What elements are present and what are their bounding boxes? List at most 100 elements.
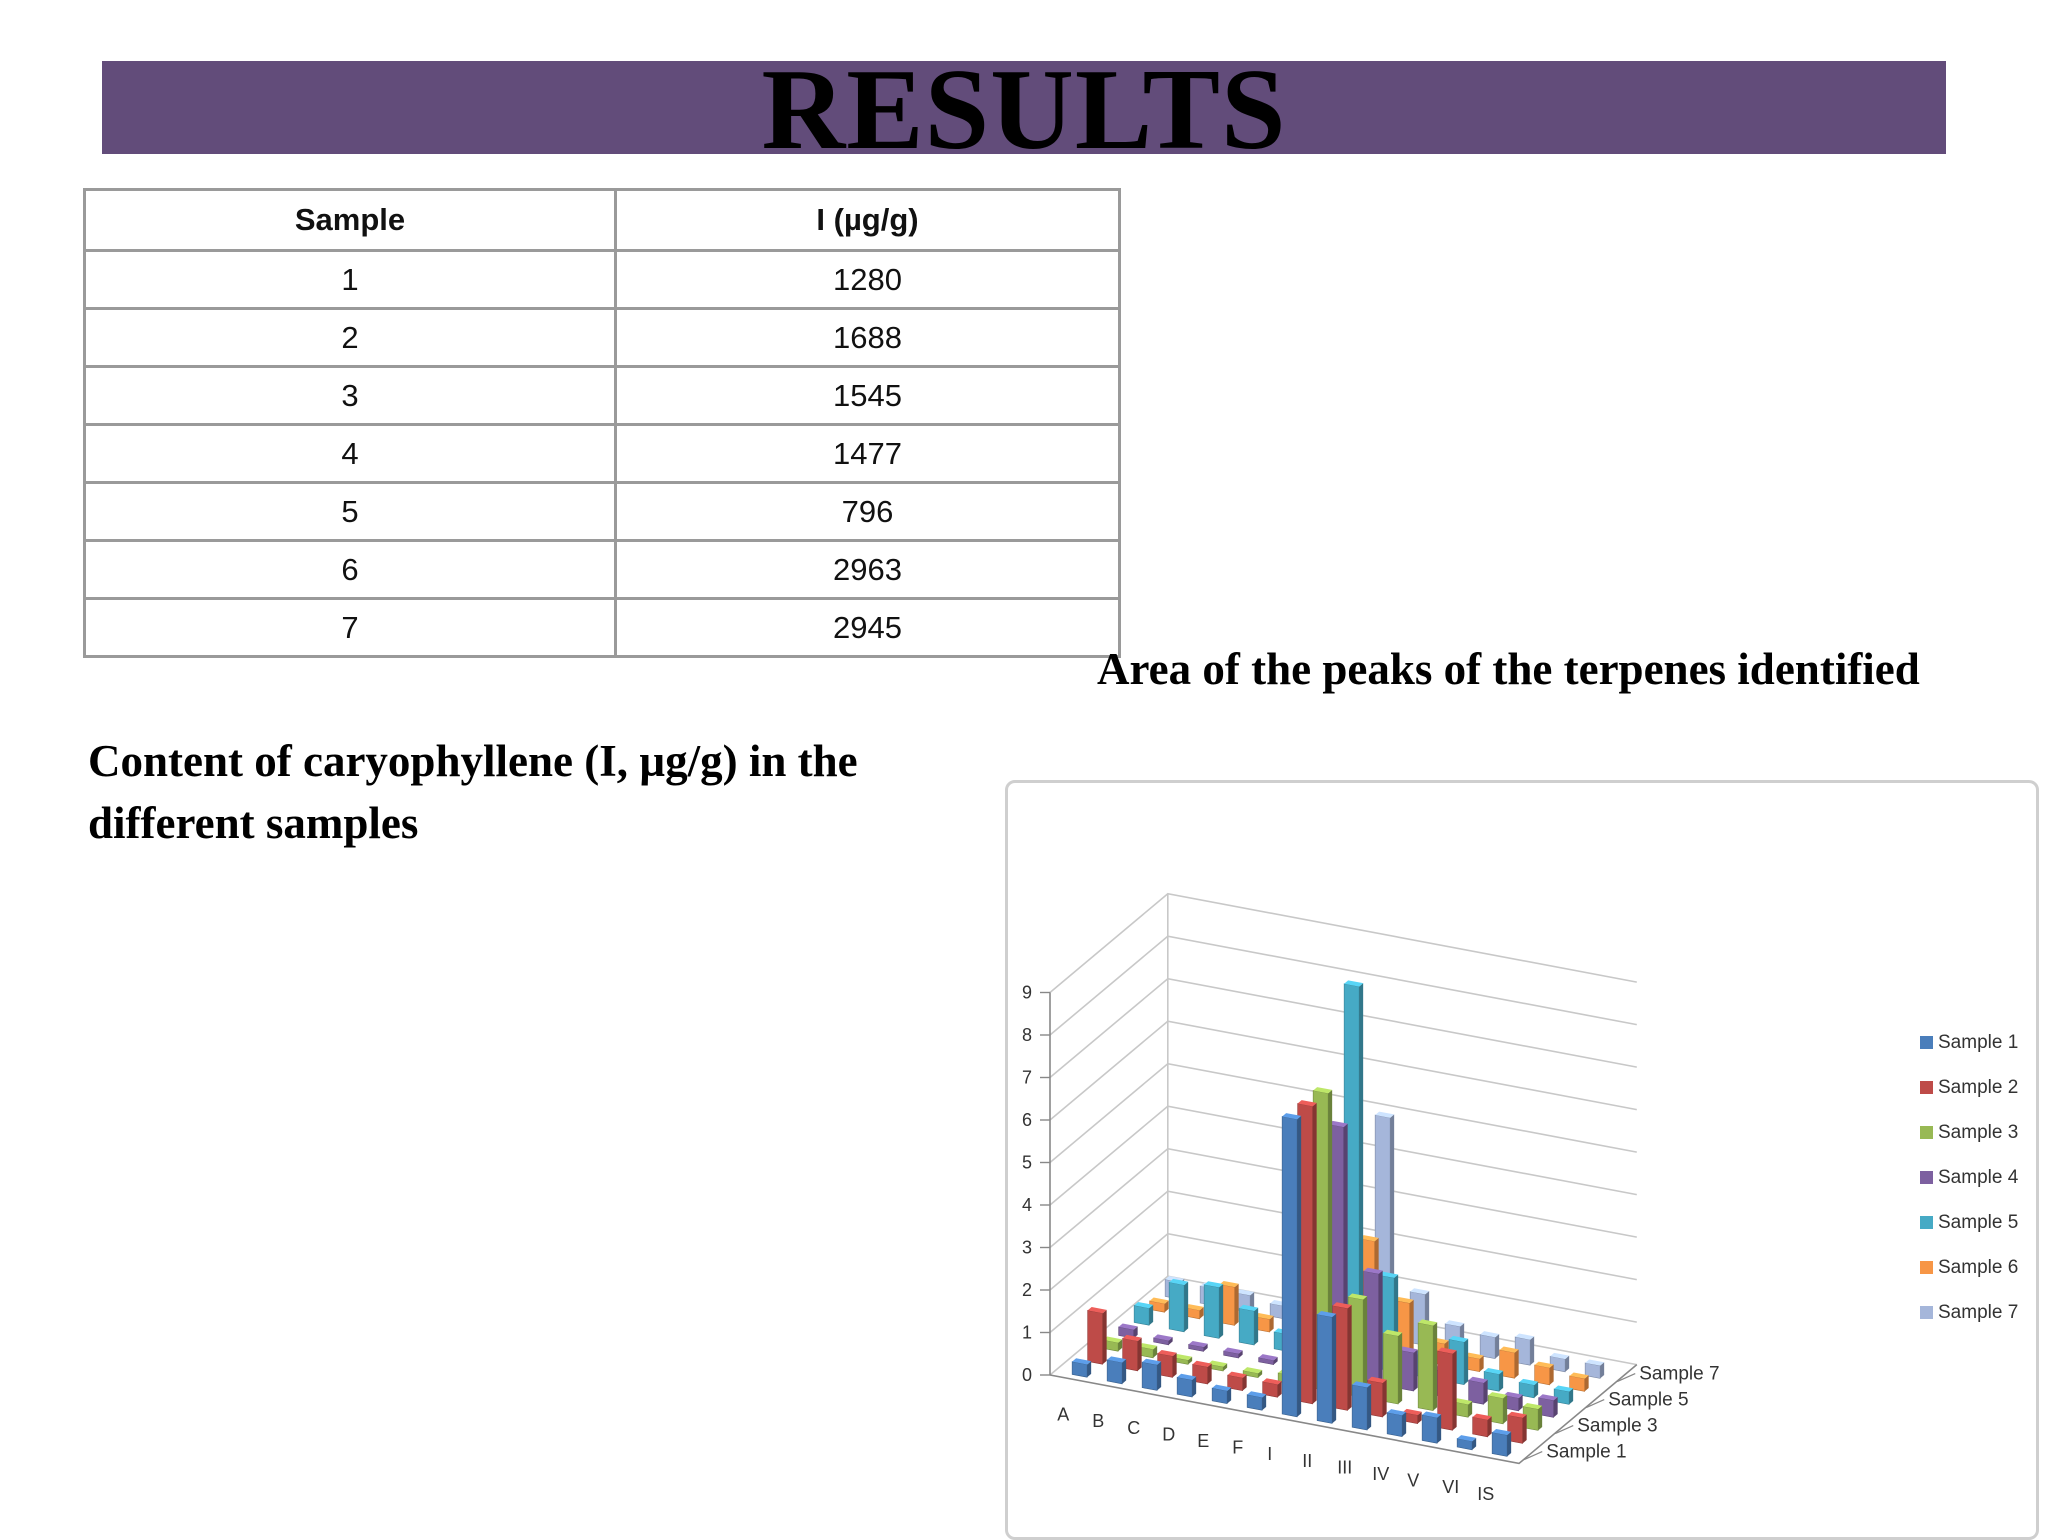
bar — [1192, 1360, 1212, 1385]
value-cell: 1688 — [614, 307, 1121, 368]
value-cell: 2945 — [614, 597, 1121, 658]
sample-cell: 6 — [83, 539, 617, 600]
y-tick-label: 6 — [1022, 1110, 1032, 1130]
table-row: 6 2963 — [83, 539, 1121, 600]
depth-label: Sample 7 — [1639, 1364, 1719, 1385]
legend-label: Sample 6 — [1938, 1256, 2019, 1278]
bar — [1468, 1376, 1488, 1405]
caryophyllene-table: Sample I (µg/g) 1 1280 2 1688 3 1545 4 1… — [83, 188, 1121, 658]
legend-swatch — [1920, 1306, 1933, 1319]
bar — [1503, 1391, 1523, 1412]
legend-item: Sample 7 — [1920, 1290, 2018, 1335]
legend-swatch — [1920, 1261, 1933, 1274]
bar — [1219, 1280, 1239, 1326]
x-tick-label: VI — [1442, 1477, 1459, 1497]
bar — [1176, 1373, 1197, 1398]
bar — [1106, 1356, 1127, 1385]
y-tick-label: 2 — [1022, 1280, 1032, 1300]
bar — [1238, 1304, 1259, 1346]
x-tick-label: V — [1407, 1471, 1419, 1491]
terpene-chart: 0 1 2 3 4 5 6 7 8 9 A B C D E F I II III IV V VI IS Sample 1 Sam… — [1005, 780, 2044, 1540]
x-tick-label: C — [1127, 1418, 1140, 1438]
depth-label: Sample 1 — [1546, 1442, 1626, 1463]
x-tick-label: B — [1092, 1411, 1104, 1431]
column-header-sample: Sample — [83, 188, 617, 252]
x-tick-label: D — [1162, 1424, 1175, 1444]
sample-cell: 2 — [83, 307, 617, 368]
floor-edge — [1049, 1364, 1638, 1465]
column-header-content: I (µg/g) — [614, 188, 1121, 252]
bar — [1223, 1347, 1243, 1359]
gridline — [1049, 1020, 1637, 1121]
bar — [1522, 1402, 1543, 1431]
depth-label: Sample 5 — [1608, 1390, 1688, 1411]
sample-cell: 1 — [83, 249, 617, 310]
gridline — [1049, 892, 1637, 994]
bar — [1491, 1428, 1512, 1457]
bar — [1281, 1113, 1302, 1418]
legend-item: Sample 5 — [1920, 1200, 2018, 1245]
bar — [1421, 1411, 1442, 1444]
table-row: 7 2945 — [83, 597, 1121, 658]
y-tick-label: 0 — [1022, 1365, 1032, 1385]
depth-label: Sample 3 — [1577, 1416, 1657, 1437]
bar — [1534, 1361, 1554, 1386]
chart-caption: Area of the peaks of the terpenes identi… — [1097, 644, 1920, 694]
bar — [1584, 1359, 1605, 1379]
y-tick-label: 7 — [1022, 1068, 1032, 1088]
page-title: RESULTS — [761, 46, 1287, 174]
bar — [1203, 1281, 1224, 1339]
x-tick-label: II — [1302, 1451, 1312, 1471]
bar — [1417, 1319, 1438, 1411]
table-row: 1 1280 — [83, 249, 1121, 310]
bar — [1343, 980, 1364, 1366]
sample-cell: 7 — [83, 597, 617, 658]
legend-label: Sample 4 — [1938, 1166, 2019, 1188]
legend-label: Sample 5 — [1938, 1211, 2019, 1233]
value-cell: 1280 — [614, 249, 1121, 310]
bar — [1398, 1346, 1418, 1392]
x-tick-label: E — [1197, 1431, 1209, 1451]
depth-tick — [1524, 1451, 1543, 1461]
bar — [1487, 1392, 1508, 1425]
table-row: 5 796 — [83, 481, 1121, 542]
y-tick-label: 4 — [1022, 1195, 1032, 1215]
table-row: 4 1477 — [83, 423, 1121, 484]
legend-label: Sample 2 — [1938, 1076, 2019, 1098]
bar — [1464, 1352, 1484, 1372]
sample-cell: 4 — [83, 423, 617, 484]
bar — [1382, 1329, 1403, 1405]
legend-item: Sample 6 — [1920, 1245, 2018, 1290]
y-tick-label: 5 — [1022, 1153, 1032, 1173]
legend-item: Sample 1 — [1920, 1020, 2018, 1065]
bar — [1153, 1334, 1173, 1346]
x-tick-label: I — [1267, 1444, 1272, 1464]
legend-swatch — [1920, 1216, 1933, 1229]
legend-label: Sample 3 — [1938, 1121, 2019, 1143]
y-tick-label: 3 — [1022, 1238, 1032, 1258]
bar — [1351, 1381, 1372, 1431]
bar — [1188, 1340, 1208, 1352]
y-tick-label: 1 — [1022, 1323, 1032, 1343]
bar — [1456, 1435, 1477, 1451]
bar — [1207, 1360, 1228, 1372]
bar — [1332, 1302, 1352, 1411]
bar — [1479, 1331, 1500, 1359]
table-row: 2 1688 — [83, 307, 1121, 368]
gridline — [1049, 935, 1637, 1036]
bar — [1386, 1409, 1407, 1437]
bar — [1549, 1352, 1570, 1373]
bar — [1242, 1367, 1263, 1378]
x-tick-label: IS — [1477, 1484, 1494, 1504]
x-tick-label: IV — [1372, 1464, 1389, 1484]
sample-cell: 5 — [83, 481, 617, 542]
bar — [1184, 1304, 1204, 1320]
bar — [1514, 1333, 1535, 1366]
legend-label: Sample 1 — [1938, 1031, 2019, 1053]
legend-swatch — [1920, 1171, 1933, 1184]
legend-swatch — [1920, 1126, 1933, 1139]
depth-tick — [1617, 1373, 1636, 1383]
bar — [1168, 1278, 1189, 1333]
table-header-row: Sample I (µg/g) — [83, 188, 1121, 252]
